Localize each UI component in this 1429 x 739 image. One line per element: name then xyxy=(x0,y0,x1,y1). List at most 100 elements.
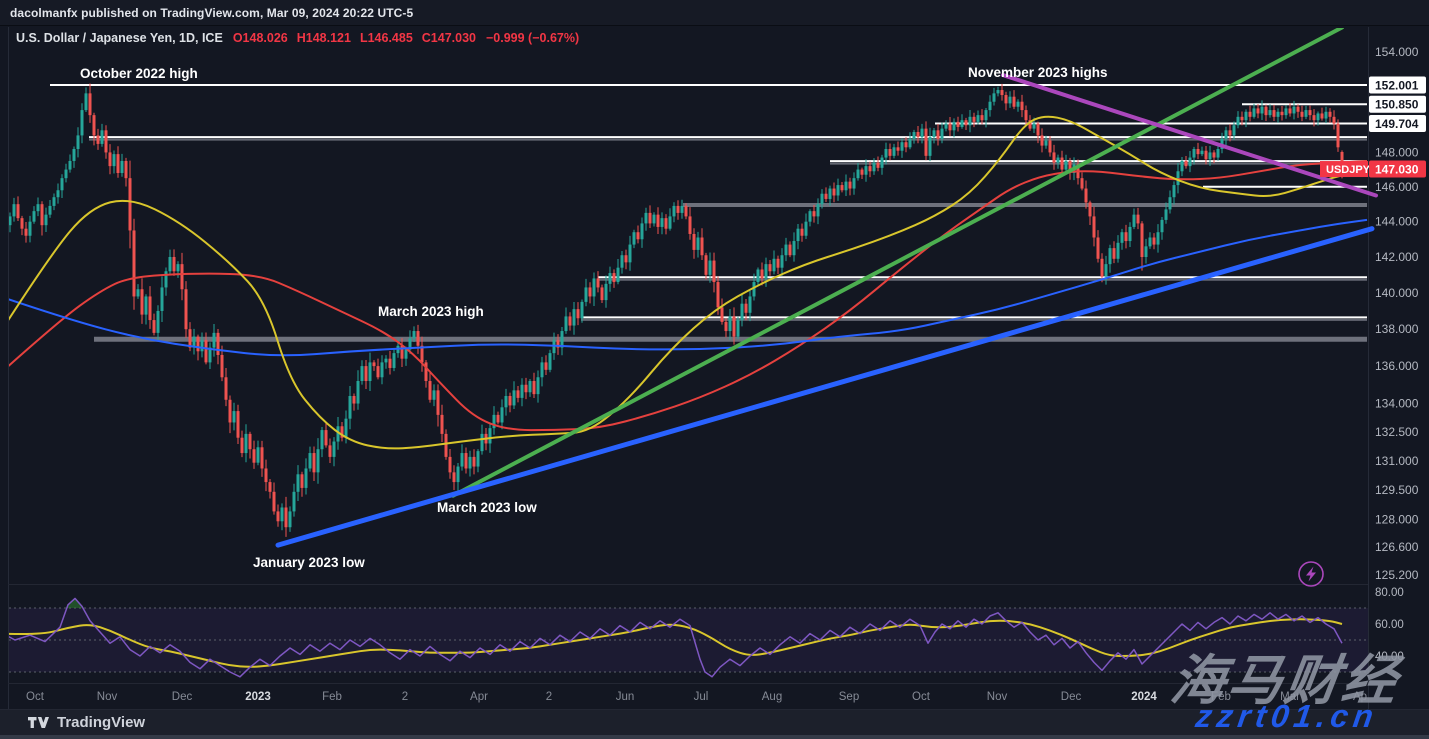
price-axis-label: 134.000 xyxy=(1375,397,1419,411)
candle-body xyxy=(1296,106,1300,112)
candle-body xyxy=(820,193,824,205)
ohlc-values: O148.026 H148.121 L146.485 C147.030 xyxy=(233,31,485,45)
candle-body xyxy=(612,273,616,283)
boost-bolt-button[interactable] xyxy=(1298,561,1324,587)
downtrend-purple[interactable] xyxy=(1001,73,1378,198)
candle-body xyxy=(344,418,348,438)
candle-body xyxy=(96,135,100,144)
candle-body xyxy=(624,255,628,263)
candle-body xyxy=(412,331,416,339)
price-axis-label: 132.500 xyxy=(1375,425,1419,439)
uptrend-green[interactable] xyxy=(451,28,1344,498)
candle-body xyxy=(40,204,44,226)
candle-body xyxy=(608,273,612,284)
candle-body xyxy=(304,468,308,488)
time-axis-label: Sep xyxy=(839,691,859,703)
candle-body xyxy=(1188,157,1192,167)
candle-body xyxy=(1096,237,1100,259)
candle-body xyxy=(644,212,648,224)
candle-body xyxy=(1108,248,1112,265)
candle-body xyxy=(1148,237,1152,247)
candle-body xyxy=(116,154,120,173)
candle-body xyxy=(148,296,152,321)
candle-body xyxy=(372,362,376,367)
candle-body xyxy=(180,264,184,290)
candle-body xyxy=(440,414,444,434)
candle-body xyxy=(768,264,772,272)
candle-body xyxy=(576,309,580,319)
candle-body xyxy=(1212,152,1216,158)
candle-body xyxy=(160,287,164,311)
candle-body xyxy=(128,178,132,231)
candle-body xyxy=(1012,96,1016,107)
candle-body xyxy=(632,232,636,245)
candle-body xyxy=(232,411,236,423)
candle-body xyxy=(668,216,672,229)
candle-body xyxy=(272,491,276,512)
candle-body xyxy=(1288,108,1292,114)
candle-body xyxy=(376,366,380,378)
candle-body xyxy=(1028,120,1032,129)
candle-body xyxy=(548,353,552,370)
price-axis-label: 140.000 xyxy=(1375,286,1419,300)
price-axis-labels: 154.000 148.000 146.000 144.000 142.000 140.0… xyxy=(1320,45,1426,663)
price-axis[interactable] xyxy=(1369,27,1429,709)
rsi-axis-label: 80.00 xyxy=(1375,587,1404,599)
candle-body xyxy=(324,430,328,446)
candle-body xyxy=(792,241,796,256)
candle-body xyxy=(960,120,964,127)
candle-body xyxy=(208,347,212,363)
candle-body xyxy=(864,166,868,175)
time-axis-label: Dec xyxy=(172,691,193,703)
candle-body xyxy=(428,381,432,400)
candle-body xyxy=(276,511,280,522)
time-axis-label: Aug xyxy=(762,691,782,703)
candle-body xyxy=(752,282,756,297)
chart-annotation[interactable]: November 2023 highs xyxy=(968,65,1108,80)
tradingview-logo-icon[interactable] xyxy=(28,716,49,729)
candle-body xyxy=(1336,123,1340,148)
candle-body xyxy=(860,169,864,175)
candle-body xyxy=(424,362,428,382)
chart-annotation[interactable]: October 2022 high xyxy=(80,66,198,81)
price-axis-label: 146.000 xyxy=(1375,180,1419,194)
candle-body xyxy=(80,110,84,136)
candle-body xyxy=(496,414,500,423)
candle-body xyxy=(76,135,80,150)
candle-body xyxy=(464,453,468,469)
price-axis-label: 144.000 xyxy=(1375,215,1419,229)
candle-body xyxy=(508,396,512,406)
candle-body xyxy=(188,329,192,348)
symbol-price-tag-text: USDJPY xyxy=(1326,164,1371,176)
candle-body xyxy=(384,358,388,363)
tradingview-logo-text[interactable]: TradingView xyxy=(57,714,146,731)
candle-body xyxy=(408,338,412,350)
candle-body xyxy=(444,433,448,457)
candle-body xyxy=(1140,223,1144,258)
candle-body xyxy=(700,237,704,256)
uptrend-blue-thick[interactable] xyxy=(275,226,1375,548)
candle-body xyxy=(912,132,916,139)
candle-body xyxy=(744,303,748,313)
price-axis-label: 129.500 xyxy=(1375,483,1419,497)
candle-body xyxy=(532,381,536,395)
symbol-legend[interactable]: U.S. Dollar / Japanese Yen, 1D, ICE O148.… xyxy=(16,31,579,45)
chart-annotation[interactable]: January 2023 low xyxy=(253,555,365,570)
chart-annotation[interactable]: March 2023 low xyxy=(437,500,537,515)
candle-body xyxy=(600,287,604,301)
candle-body xyxy=(1176,171,1180,186)
candle-body xyxy=(760,269,764,279)
candle-body xyxy=(9,216,12,226)
candle-body xyxy=(316,449,320,473)
candle-body xyxy=(952,121,956,131)
candle-body xyxy=(64,169,68,179)
chart-annotation[interactable]: March 2023 high xyxy=(378,304,484,319)
candle-body xyxy=(1132,214,1136,227)
candle-body xyxy=(1304,110,1308,117)
rsi-line xyxy=(9,597,1343,678)
candle-body xyxy=(452,472,456,483)
time-axis[interactable] xyxy=(0,684,1368,709)
price-level-box-text: 150.850 xyxy=(1375,98,1419,112)
